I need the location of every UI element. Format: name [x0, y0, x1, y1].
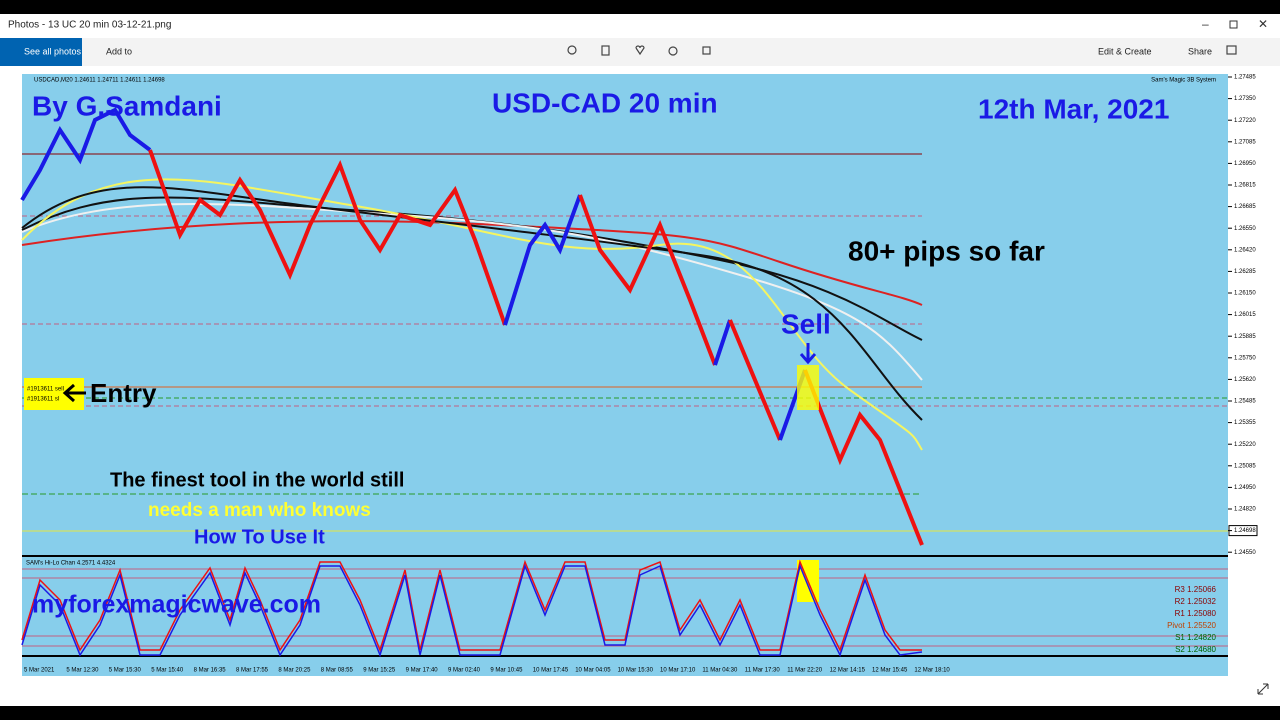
- price-label: 1.26550: [1234, 226, 1256, 232]
- close[interactable]: ✕: [1258, 17, 1268, 31]
- toolbar: [0, 38, 1280, 66]
- indicator-lines: [22, 568, 1228, 647]
- price-label: 1.24950: [1234, 485, 1256, 491]
- price-axis-bg: [1228, 74, 1258, 676]
- price-label: 1.25885: [1234, 334, 1256, 340]
- time-label: 12 Mar 18:10: [914, 668, 950, 674]
- price-label: 1.26685: [1234, 204, 1256, 210]
- pivot-label: R3 1.25066: [1175, 585, 1217, 594]
- price-label: 1.25085: [1234, 463, 1256, 469]
- sell-label: Sell: [781, 308, 831, 339]
- time-label: 5 Mar 12:30: [66, 668, 99, 674]
- time-label: 9 Mar 17:40: [406, 668, 439, 674]
- price-label: 1.25620: [1234, 377, 1256, 383]
- price-label: 1.27350: [1234, 96, 1256, 102]
- levels: [22, 153, 1228, 657]
- top-strip: [0, 0, 1280, 14]
- time-label: 5 Mar 2021: [24, 668, 55, 674]
- price-label: 1.26150: [1234, 291, 1256, 297]
- time-label: 11 Mar 17:30: [745, 668, 781, 674]
- add-to-label[interactable]: Add to: [106, 46, 132, 56]
- footer: [0, 676, 1280, 706]
- price-label: 1.27220: [1234, 118, 1256, 124]
- price-label: 1.25355: [1234, 420, 1256, 426]
- date-label: 12th Mar, 2021: [978, 93, 1169, 124]
- chart-area: [22, 74, 1228, 676]
- author: By G.Samdani: [32, 90, 222, 121]
- entry-arrow: [62, 383, 86, 403]
- price-label: 1.27485: [1234, 75, 1256, 81]
- window-title: Photos - 13 UC 20 min 03-12-21.png: [8, 20, 171, 31]
- time-label: 12 Mar 14:15: [830, 668, 866, 674]
- pivot-label: S2 1.24680: [1175, 645, 1216, 654]
- oscillator: [21, 559, 923, 658]
- share-label[interactable]: Share: [1188, 46, 1212, 56]
- price-axis: 1.27485 1.27350 1.27220 1.27085 1.26950 1.268…: [1228, 75, 1258, 556]
- caption-line: How To Use It: [194, 526, 325, 548]
- price-label: 1.26285: [1234, 269, 1256, 275]
- price-label: 1.26950: [1234, 161, 1256, 167]
- time-label: 8 Mar 17:55: [236, 668, 269, 674]
- price-label: 1.25750: [1234, 355, 1256, 361]
- site-label: myforexmagicwave.com: [32, 591, 321, 619]
- caption-line: needs a man who knows: [148, 500, 371, 521]
- time-label: 10 Mar 17:45: [533, 668, 569, 674]
- pivot-label: R1 1.25080: [1175, 609, 1217, 618]
- time-label: 10 Mar 17:10: [660, 668, 696, 674]
- entry-label: Entry: [90, 378, 157, 408]
- price-label: 1.26420: [1234, 247, 1256, 253]
- price-label: 1.26015: [1234, 312, 1256, 318]
- price-label: 1.27085: [1234, 139, 1256, 145]
- time-label: 9 Mar 10:45: [490, 668, 523, 674]
- fullscreen-icon[interactable]: [1257, 683, 1269, 695]
- time-label: 8 Mar 08:55: [321, 668, 354, 674]
- time-label: 9 Mar 15:25: [363, 668, 396, 674]
- price-label: 1.24698: [1234, 528, 1256, 534]
- see-all-label[interactable]: See all photos: [24, 46, 82, 56]
- toolbar-icons: [567, 45, 1237, 56]
- price-label: 1.25220: [1234, 442, 1256, 448]
- pivot-levels: R3 1.25066 R2 1.25032 R1 1.25080 Pivot 1.25…: [1167, 585, 1216, 654]
- time-label: 5 Mar 15:30: [109, 668, 142, 674]
- edit-create-label[interactable]: Edit & Create: [1098, 46, 1152, 56]
- time-label: 11 Mar 22:20: [787, 668, 823, 674]
- pivot-label: Pivot 1.25520: [1167, 621, 1216, 630]
- price-label: 1.24550: [1234, 550, 1256, 556]
- pair-label: USD-CAD 20 min: [492, 87, 718, 118]
- time-label: 9 Mar 02:40: [448, 668, 481, 674]
- pips-label: 80+ pips so far: [848, 235, 1045, 266]
- price-label: 1.24820: [1234, 507, 1256, 513]
- price-label: 1.25485: [1234, 399, 1256, 405]
- sell-highlight: [797, 365, 819, 410]
- time-label: 11 Mar 04:30: [702, 668, 738, 674]
- price-label: 1.26815: [1234, 183, 1256, 189]
- maximize[interactable]: [1229, 20, 1238, 29]
- time-label: 5 Mar 15:40: [151, 668, 184, 674]
- entry-tag: #1913611 sell: [27, 387, 64, 393]
- time-label: 10 Mar 15:30: [618, 668, 654, 674]
- pivot-label: R2 1.25032: [1175, 597, 1217, 606]
- minimize[interactable]: –: [1202, 17, 1209, 31]
- system-name: Sam's Magic 3B System: [1151, 78, 1216, 84]
- pivot-label: S1 1.24820: [1175, 633, 1216, 642]
- chart-header: USDCAD,M20 1.24611 1.24711 1.24611 1.246…: [34, 78, 165, 84]
- price-bricks: [20, 107, 924, 546]
- indicator-header: SAM's Hi-Lo Chan 4.2571 4.4324: [26, 561, 116, 567]
- caption-line: The finest tool in the world still: [110, 469, 404, 491]
- title-bar: [0, 14, 1280, 38]
- time-axis: 5 Mar 2021 5 Mar 12:30 5 Mar 15:30 5 Mar 15…: [24, 668, 950, 674]
- time-label: 12 Mar 15:45: [872, 668, 908, 674]
- sell-arrow: [799, 343, 817, 365]
- see-all-button[interactable]: [0, 38, 82, 66]
- time-label: 10 Mar 04:05: [575, 668, 611, 674]
- time-label: 8 Mar 20:25: [278, 668, 311, 674]
- entry-tag: #1913611 sl: [27, 397, 59, 403]
- time-label: 8 Mar 16:35: [194, 668, 227, 674]
- bottom-strip: [0, 706, 1280, 720]
